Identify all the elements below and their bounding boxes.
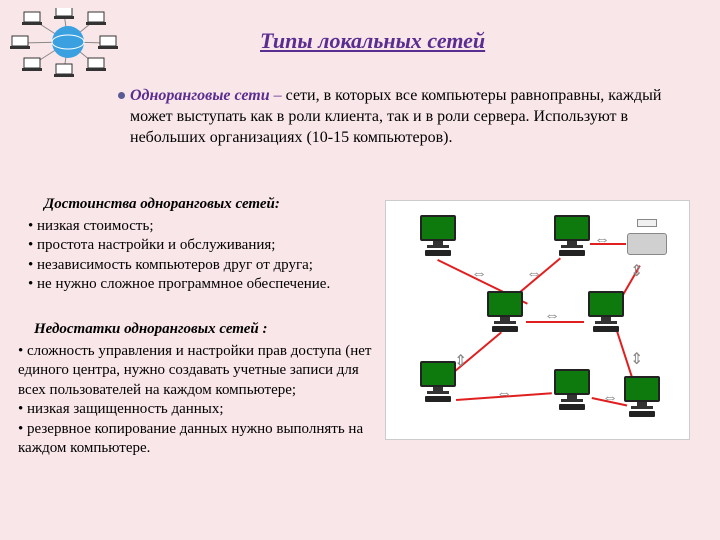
computer-icon: [618, 376, 666, 420]
header-network-icon: [8, 8, 128, 78]
intro-term: Одноранговые сети: [130, 87, 270, 104]
advantages-title: Достоинства одноранговых сетей:: [44, 195, 368, 215]
bidirectional-arrow-icon: ⇔: [602, 389, 618, 407]
bidirectional-arrow-icon: ⇔: [526, 265, 542, 283]
intro-paragraph: Одноранговые сети – сети, в которых все …: [130, 86, 685, 148]
intro-dash: –: [270, 87, 286, 104]
network-diagram: ⇔⇔⇔⇔⇕⇔⇔⇕⇕: [385, 200, 690, 440]
advantage-item: независимость компьютеров друг от друга;: [28, 256, 368, 276]
computer-icon: [582, 291, 630, 335]
bidirectional-arrow-icon: ⇔: [496, 385, 512, 403]
disadvantage-item: резервное копирование данных нужно выпол…: [18, 420, 374, 459]
printer-icon: [624, 223, 670, 255]
disadvantages-section: Недостатки одноранговых сетей : сложност…: [18, 320, 374, 459]
advantages-list: низкая стоимость;простота настройки и об…: [28, 217, 368, 295]
disadvantage-item: сложность управления и настройки прав до…: [18, 342, 374, 401]
bidirectional-arrow-icon: ⇕: [630, 261, 643, 281]
computer-icon: [548, 369, 596, 413]
advantages-section: Достоинства одноранговых сетей: низкая с…: [28, 195, 368, 295]
page-title: Типы локальных сетей: [260, 28, 485, 54]
computer-icon: [414, 215, 462, 259]
bidirectional-arrow-icon: ⇔: [544, 307, 560, 325]
bidirectional-arrow-icon: ⇕: [630, 349, 643, 369]
intro-bullet-icon: [118, 92, 125, 99]
advantage-item: не нужно сложное программное обеспечение…: [28, 275, 368, 295]
computer-icon: [481, 291, 529, 335]
disadvantages-list: сложность управления и настройки прав до…: [18, 342, 374, 459]
disadvantages-title: Недостатки одноранговых сетей :: [34, 320, 374, 340]
bidirectional-arrow-icon: ⇔: [471, 265, 487, 283]
advantage-item: низкая стоимость;: [28, 217, 368, 237]
disadvantage-item: низкая защищенность данных;: [18, 400, 374, 420]
computer-icon: [414, 361, 462, 405]
advantage-item: простота настройки и обслуживания;: [28, 236, 368, 256]
computer-icon: [548, 215, 596, 259]
bidirectional-arrow-icon: ⇔: [594, 231, 610, 249]
